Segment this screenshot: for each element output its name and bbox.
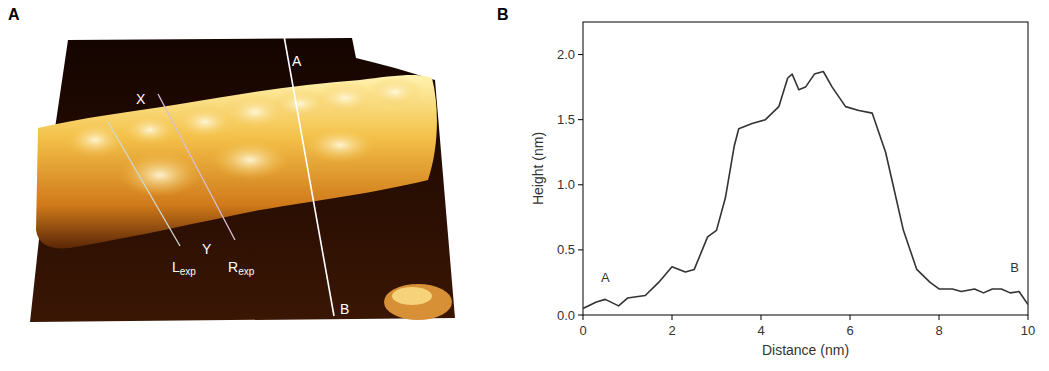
y-tick [578, 184, 583, 185]
profile-line-r [158, 94, 235, 240]
x-tick-label: 2 [668, 323, 675, 338]
x-tick-label: 0 [579, 323, 586, 338]
x-tick-label: 4 [757, 323, 764, 338]
x-tick-label: 10 [1021, 323, 1035, 338]
label: B [340, 301, 349, 317]
height-profile [583, 71, 1028, 308]
afm-bump [65, 122, 125, 158]
profile-line-l [108, 122, 180, 246]
label: Y [202, 241, 212, 257]
panel-label: A [8, 6, 20, 23]
y-tick [578, 315, 583, 316]
y-axis-label: Height (nm) [530, 132, 546, 205]
plot-area [583, 71, 1028, 308]
x-tick-label: 8 [935, 323, 942, 338]
label-base: R [228, 259, 238, 275]
label-sub: exp [238, 266, 255, 277]
y-tick [578, 54, 583, 55]
afm-bump [212, 140, 288, 180]
x-tick [761, 315, 762, 320]
y-tick [578, 119, 583, 120]
y-tick-label: 0.5 [557, 242, 575, 257]
panel-a: AXYLexpRexpAB [8, 6, 455, 322]
label-sub: exp [180, 266, 197, 277]
plot-frame [583, 22, 1028, 315]
annotation: B [1010, 260, 1019, 275]
y-tick [578, 249, 583, 250]
label-base: L [172, 259, 180, 275]
annotation: A [601, 270, 610, 285]
afm-bump [367, 77, 423, 107]
x-axis-label: Distance (nm) [762, 342, 849, 358]
profile-line-ab [284, 36, 334, 316]
afm-ribbon [36, 75, 437, 248]
y-tick-label: 1.0 [557, 177, 575, 192]
x-tick [850, 315, 851, 320]
x-tick [939, 315, 940, 320]
afm-bump [304, 127, 376, 163]
label: X [136, 91, 146, 107]
figure: AXYLexpRexpABB02468100.00.51.01.52.0Dist… [0, 0, 1049, 371]
y-tick-label: 1.5 [557, 112, 575, 127]
y-tick-label: 2.0 [557, 47, 575, 62]
afm-bump [315, 82, 375, 114]
afm-bump [120, 153, 200, 197]
x-tick [672, 315, 673, 320]
label: A [292, 53, 302, 69]
x-tick [583, 315, 584, 320]
x-tick-label: 6 [846, 323, 853, 338]
panel-b: B 0 2 4 6 8 10 0.0 0.5 1.0 1.5 2.0 Distance (nm) Heig… [497, 6, 1035, 358]
afm-blob [384, 284, 452, 320]
afm-bump [122, 114, 178, 146]
y-tick-label: 0.0 [557, 308, 575, 323]
afm-surface [30, 38, 455, 322]
label: Lexp [172, 259, 196, 277]
afm-blob [392, 287, 432, 305]
panel-label: B [497, 6, 509, 23]
label: Rexp [228, 259, 255, 277]
x-tick [1028, 315, 1029, 320]
